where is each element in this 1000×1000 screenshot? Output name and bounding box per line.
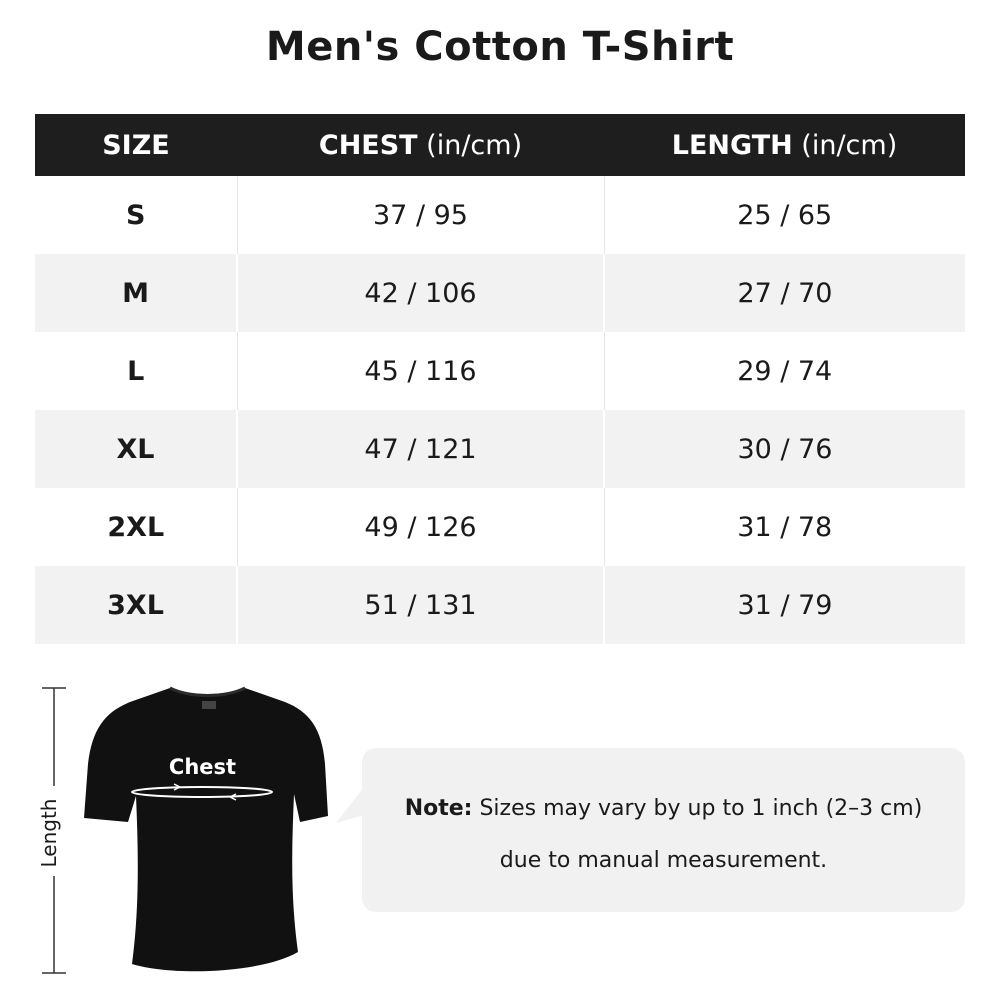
tshirt-image: [84, 686, 328, 972]
length-cell: 25 / 65: [603, 176, 965, 254]
note-text: Sizes may vary by up to 1 inch (2–3 cm): [472, 796, 923, 821]
header-chest: CHEST (in/cm): [237, 114, 604, 176]
length-cell: 31 / 79: [603, 566, 965, 644]
note-line-1: Note: Sizes may vary by up to 1 inch (2–…: [362, 796, 965, 821]
chest-label: Chest: [168, 755, 237, 779]
note-box: Note: Sizes may vary by up to 1 inch (2–…: [362, 748, 965, 912]
header-label: CHEST: [318, 129, 418, 161]
length-ruler: [42, 687, 66, 974]
table-row: M 42 / 106 27 / 70: [35, 254, 965, 332]
chest-cell: 49 / 126: [236, 488, 604, 566]
chest-cell: 45 / 116: [236, 332, 604, 410]
header-label: SIZE: [102, 129, 170, 161]
size-cell: 3XL: [35, 566, 237, 644]
chest-measure-icon: [131, 786, 273, 798]
length-cell: 30 / 76: [603, 410, 965, 488]
header-unit: (in/cm): [417, 129, 523, 161]
header-length: LENGTH (in/cm): [604, 114, 965, 176]
length-cell: 29 / 74: [603, 332, 965, 410]
header-label: LENGTH: [671, 129, 793, 161]
size-cell: 2XL: [35, 488, 237, 566]
header-unit: (in/cm): [792, 129, 898, 161]
size-cell: S: [35, 176, 237, 254]
note-pointer: [336, 787, 364, 823]
table-row: 3XL 51 / 131 31 / 79: [35, 566, 965, 644]
shirt-tag: [202, 701, 216, 709]
size-chart-table: SIZE CHEST (in/cm) LENGTH (in/cm) S 37 / …: [35, 114, 965, 644]
chest-cell: 42 / 106: [236, 254, 604, 332]
table-row: L 45 / 116 29 / 74: [35, 332, 965, 410]
chest-cell: 37 / 95: [236, 176, 604, 254]
table-row: S 37 / 95 25 / 65: [35, 176, 965, 254]
size-cell: M: [35, 254, 237, 332]
length-cell: 27 / 70: [603, 254, 965, 332]
chest-cell: 47 / 121: [236, 410, 604, 488]
table-row: 2XL 49 / 126 31 / 78: [35, 488, 965, 566]
size-cell: L: [35, 332, 237, 410]
size-cell: XL: [35, 410, 237, 488]
note-line-2: due to manual measurement.: [499, 848, 828, 873]
note-prefix: Note:: [404, 796, 473, 821]
chest-cell: 51 / 131: [236, 566, 604, 644]
length-label: Length: [37, 798, 61, 868]
table-row: XL 47 / 121 30 / 76: [35, 410, 965, 488]
table-header-row: SIZE CHEST (in/cm) LENGTH (in/cm): [35, 114, 965, 176]
header-size: SIZE: [35, 114, 237, 176]
page-title: Men's Cotton T-Shirt: [265, 24, 735, 70]
length-cell: 31 / 78: [603, 488, 965, 566]
